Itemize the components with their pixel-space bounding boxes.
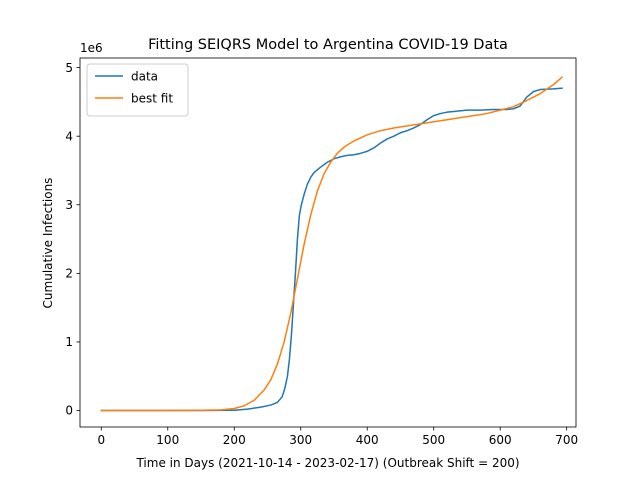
axes-frame <box>79 57 577 428</box>
y-tick-label: 3 <box>65 198 73 212</box>
series-line-data <box>100 87 563 412</box>
y-tick-label: 5 <box>65 61 73 75</box>
x-tick-label: 600 <box>489 433 512 447</box>
x-tick-label: 700 <box>555 433 578 447</box>
legend-label: data <box>131 70 158 84</box>
x-axis-label: Time in Days (2021-10-14 - 2023-02-17) (… <box>135 456 519 470</box>
x-tick-label: 100 <box>156 433 179 447</box>
y-tick-label: 0 <box>65 404 73 418</box>
y-tick-label: 2 <box>65 267 73 281</box>
x-tick-label: 0 <box>97 433 105 447</box>
x-tick-label: 400 <box>356 433 379 447</box>
y-axis-label: Cumulative Infections <box>41 178 55 309</box>
plot-area: 0 100 200 300 400 500 600 700 0 1 2 3 4 5 <box>65 57 578 447</box>
y-tick-label: 4 <box>65 129 73 143</box>
x-tick-label: 200 <box>223 433 246 447</box>
y-tick-label: 1 <box>65 335 73 349</box>
x-tick-label: 300 <box>289 433 312 447</box>
chart-title: Fitting SEIQRS Model to Argentina COVID-… <box>148 37 508 53</box>
legend-box <box>86 63 189 117</box>
legend-label: best fit <box>131 92 173 106</box>
x-tick-label: 500 <box>422 433 445 447</box>
y-offset-label: 1e6 <box>80 41 103 55</box>
legend: data best fit <box>86 63 189 117</box>
series-line-best-fit <box>100 76 564 412</box>
